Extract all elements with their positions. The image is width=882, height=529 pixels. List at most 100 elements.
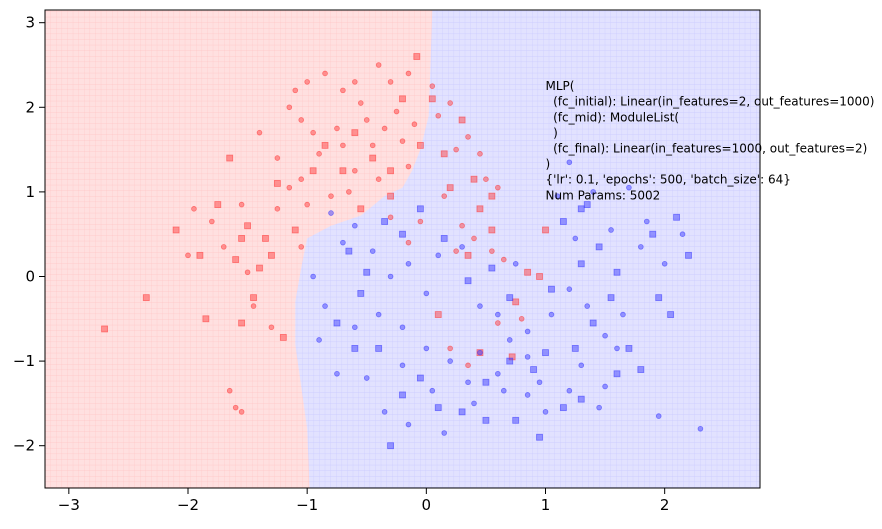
blue-square-point — [488, 264, 496, 272]
red-circle-point — [185, 252, 191, 259]
red-square-point — [434, 311, 442, 318]
blue-square-point — [387, 442, 394, 450]
red-circle-point — [375, 176, 382, 183]
red-square-point — [413, 53, 421, 60]
blue-circle-point — [399, 324, 406, 331]
red-circle-point — [405, 70, 412, 77]
blue-circle-point — [495, 370, 501, 377]
red-square-point — [488, 192, 496, 200]
red-circle-point — [286, 184, 293, 191]
red-square-point — [262, 235, 269, 242]
blue-circle-point — [572, 235, 579, 242]
plot-frame — [44, 9, 761, 489]
x-tick-label: −1 — [296, 496, 318, 514]
red-circle-point — [489, 248, 495, 254]
red-square-point — [238, 319, 246, 327]
blue-circle-point — [399, 362, 406, 369]
blue-square-point — [399, 230, 406, 238]
red-circle-point — [453, 146, 459, 153]
red-circle-point — [381, 125, 388, 132]
red-circle-point — [441, 193, 448, 199]
red-square-point — [214, 201, 222, 208]
red-square-point — [458, 116, 466, 124]
red-circle-point — [238, 409, 245, 415]
y-tick-label: 1 — [25, 183, 35, 201]
red-circle-point — [447, 345, 453, 352]
blue-circle-point — [638, 244, 644, 250]
red-circle-point — [357, 100, 364, 106]
blue-circle-point — [423, 290, 430, 297]
red-square-point — [268, 251, 275, 259]
x-tick-label: 1 — [541, 496, 551, 514]
blue-circle-point — [340, 239, 346, 246]
blue-circle-point — [566, 387, 573, 394]
blue-square-point — [363, 268, 371, 276]
blue-circle-point — [524, 328, 531, 335]
blue-circle-point — [655, 413, 662, 419]
blue-circle-point — [369, 248, 376, 254]
blue-square-point — [440, 235, 448, 242]
red-square-point — [244, 222, 251, 230]
blue-circle-point — [626, 184, 632, 191]
blue-circle-point — [471, 400, 477, 407]
x-tick-label: −2 — [177, 496, 199, 514]
blue-square-point — [655, 294, 663, 302]
y-tick-label: −2 — [13, 437, 35, 455]
red-circle-point — [232, 404, 239, 411]
blue-circle-point — [405, 421, 412, 428]
blue-square-point — [381, 218, 389, 225]
red-circle-point — [334, 125, 340, 132]
red-circle-point — [465, 134, 471, 140]
red-circle-point — [459, 222, 465, 229]
blue-circle-point — [477, 303, 483, 309]
blue-square-point — [607, 294, 615, 302]
red-square-point — [399, 95, 406, 103]
model-summary-annotation: MLP( (fc_initial): Linear(in_features=2,… — [546, 79, 875, 202]
red-square-point — [512, 298, 520, 306]
blue-square-point — [530, 366, 537, 373]
red-circle-point — [387, 214, 394, 221]
blue-square-point — [333, 319, 341, 327]
red-square-point — [470, 175, 478, 183]
red-square-point — [440, 150, 448, 158]
red-square-point — [232, 256, 240, 263]
y-tick-label: 0 — [25, 267, 35, 285]
blue-square-point — [351, 345, 359, 352]
annotation-line: (fc_initial): Linear(in_features=2, out_… — [546, 95, 875, 109]
blue-square-point — [613, 268, 621, 276]
blue-circle-point — [524, 354, 531, 360]
blue-circle-point — [524, 392, 531, 398]
blue-circle-point — [405, 261, 412, 267]
red-square-point — [387, 192, 394, 200]
blue-circle-point — [500, 387, 507, 394]
x-tick-label: 0 — [422, 496, 432, 514]
blue-circle-point — [459, 244, 465, 250]
blue-circle-point — [566, 159, 573, 166]
red-square-point — [279, 334, 287, 341]
red-circle-point — [352, 167, 358, 174]
blue-square-point — [559, 218, 567, 225]
blue-square-point — [589, 319, 597, 327]
blue-square-point — [625, 345, 633, 352]
blue-square-point — [506, 357, 514, 365]
blue-square-point — [637, 366, 645, 373]
blue-circle-point — [536, 379, 543, 386]
blue-square-point — [512, 416, 520, 424]
red-square-point — [256, 264, 263, 272]
red-circle-point — [453, 248, 459, 254]
red-square-point — [464, 251, 472, 259]
blue-circle-point — [602, 383, 608, 390]
red-square-point — [416, 141, 424, 149]
blue-circle-point — [310, 273, 316, 280]
blue-square-point — [375, 345, 383, 352]
x-axis: −3 −2 −1 0 1 2 — [58, 488, 669, 514]
red-circle-point — [477, 151, 483, 157]
red-circle-point — [417, 218, 424, 225]
red-circle-point — [471, 235, 477, 242]
red-circle-point — [518, 315, 525, 322]
y-tick-label: −1 — [13, 352, 35, 370]
red-circle-point — [250, 303, 257, 309]
red-circle-point — [435, 112, 442, 119]
blue-circle-point — [477, 349, 483, 356]
